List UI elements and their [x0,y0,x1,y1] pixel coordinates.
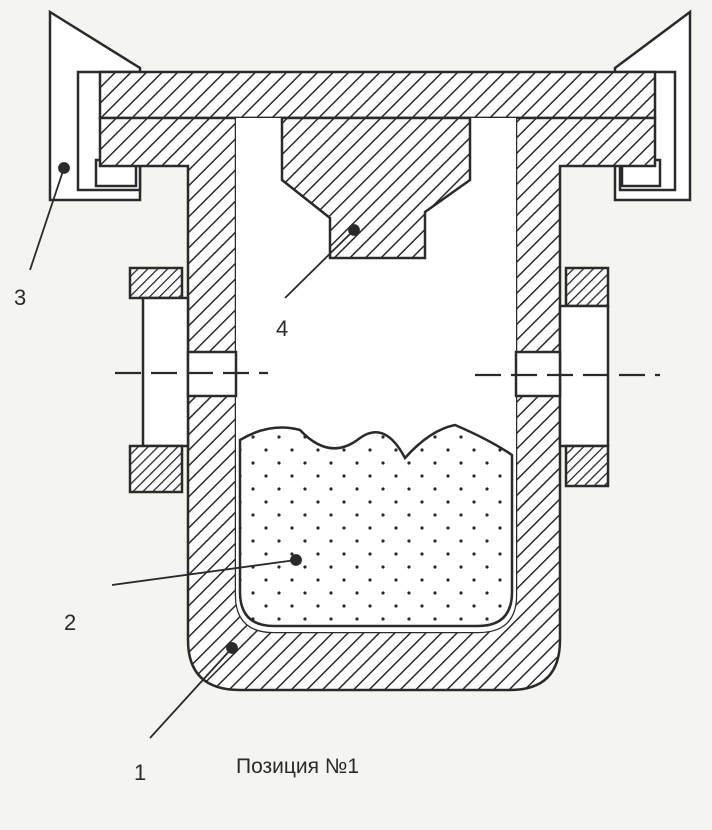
lid-plate [98,70,657,120]
diagram-caption: Позиция №1 [236,755,359,778]
label-part-4: 4 [276,316,288,341]
label-part-2: 2 [64,610,76,635]
label-part-1: 1 [134,760,146,785]
charge-material [238,423,514,628]
label-part-3: 3 [14,285,26,310]
leader-lines [29,162,360,739]
left-trunnion [115,266,268,494]
right-trunnion [475,266,660,488]
plunger [280,116,472,260]
